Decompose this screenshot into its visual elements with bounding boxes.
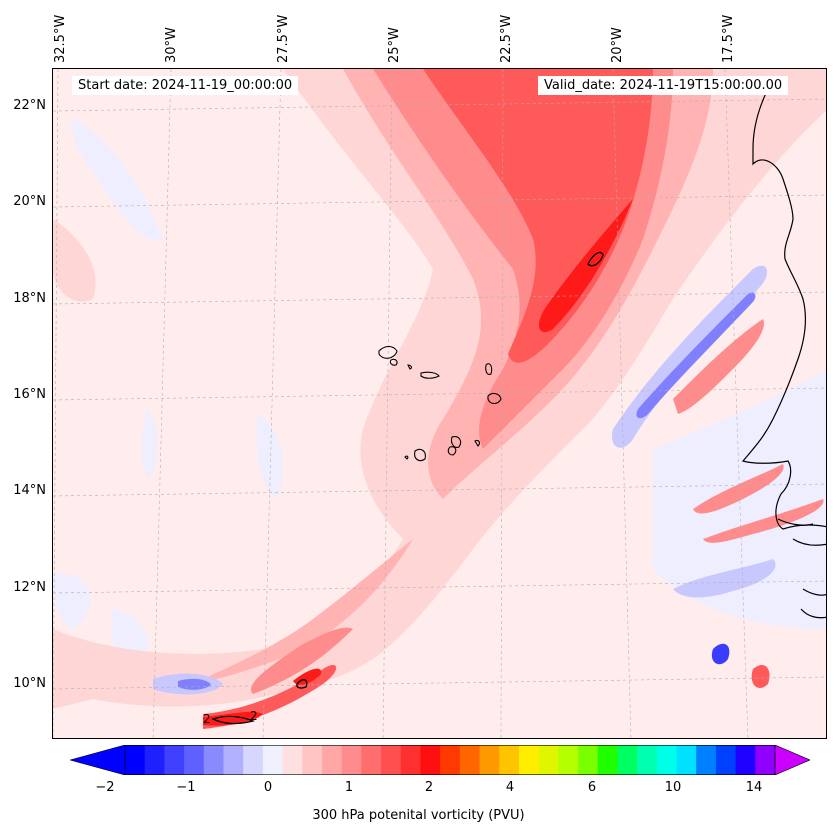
lat-label: 10°N — [13, 676, 46, 691]
cb-tick-label: 14 — [745, 780, 763, 795]
cb-tick-label: 6 — [587, 780, 597, 795]
colorbar-segment — [164, 745, 185, 775]
valid-date-label: Valid_date: 2024-11-19T15:00:00.00 — [538, 76, 789, 95]
map-panel[interactable]: 2 2 — [52, 68, 827, 739]
lat-label: 12°N — [13, 580, 46, 595]
colorbar-segment — [637, 745, 658, 775]
lon-label: 32.5°W — [53, 14, 68, 63]
cb-tick-label: 4 — [505, 780, 515, 795]
cb-tick-label: 0 — [263, 780, 273, 795]
african-coastline — [741, 88, 826, 530]
contour-label: 2 — [203, 712, 211, 726]
pv-field-map — [53, 69, 826, 738]
cb-tick-label: 1 — [344, 780, 354, 795]
lat-label: 20°N — [13, 194, 46, 209]
pv-band-west — [53, 219, 96, 302]
colorbar-segment — [302, 745, 323, 775]
colorbar-segment — [223, 745, 244, 775]
colorbar-extend-max — [774, 744, 811, 776]
lat-label: 14°N — [13, 483, 46, 498]
colorbar-extend-min — [68, 744, 126, 776]
colorbar-border — [124, 745, 776, 775]
lon-label: 20°W — [610, 27, 625, 63]
lon-label: 22.5°W — [499, 14, 514, 63]
coast-guinea — [800, 588, 826, 619]
colorbar-segment — [184, 745, 205, 775]
lat-label: 18°N — [13, 291, 46, 306]
lon-label: 25°W — [387, 27, 402, 63]
colorbar-segment — [735, 745, 756, 775]
cape-verde-islands — [378, 345, 502, 462]
colorbar-segment — [558, 745, 579, 775]
lon-label: 30°W — [164, 27, 179, 63]
colorbar-segment — [203, 745, 224, 775]
colorbar-label: 300 hPa potenital vorticity (PVU) — [312, 808, 525, 823]
colorbar-segment — [755, 745, 776, 775]
colorbar-segment — [499, 745, 520, 775]
graticule — [53, 69, 826, 738]
colorbar-segment — [459, 745, 481, 775]
colorbar-segment — [676, 745, 697, 775]
contour-label: 2 — [250, 709, 258, 723]
colorbar — [68, 744, 811, 776]
colorbar-segment — [617, 745, 638, 775]
colorbar-segment — [518, 745, 540, 775]
colorbar-segment — [578, 745, 599, 775]
start-date-label: Start date: 2024-11-19_00:00:00 — [72, 76, 299, 95]
lon-label: 17.5°W — [721, 14, 736, 63]
cb-tick-label: 2 — [424, 780, 434, 795]
colorbar-segment — [321, 745, 343, 775]
colorbar-segment — [538, 745, 559, 775]
colorbar-segment — [125, 745, 146, 775]
colorbar-segment — [243, 745, 264, 775]
lat-label: 22°N — [13, 98, 46, 113]
colorbar-swatches — [68, 744, 811, 776]
colorbar-segment — [597, 745, 618, 775]
colorbar-segment — [420, 745, 441, 775]
colorbar-segment — [262, 745, 284, 775]
colorbar-segment — [440, 745, 461, 775]
colorbar-segment — [381, 745, 402, 775]
colorbar-segment — [341, 745, 362, 775]
colorbar-segment — [715, 745, 737, 775]
colorbar-segment — [656, 745, 678, 775]
coast-gambia — [777, 518, 826, 546]
pv-2-contours — [211, 251, 604, 725]
cb-tick-label: 10 — [664, 780, 682, 795]
cb-tick-label: −1 — [176, 780, 196, 795]
colorbar-segment — [696, 745, 717, 775]
colorbar-segment — [479, 745, 500, 775]
pv-core-red — [423, 69, 653, 363]
positive-pv-eddies-east — [673, 319, 824, 689]
colorbar-segment — [282, 745, 303, 775]
negative-pv-patches-west — [53, 119, 283, 669]
colorbar-segment — [400, 745, 421, 775]
colorbar-segment — [361, 745, 382, 775]
lat-label: 16°N — [13, 387, 46, 402]
colorbar-segment — [144, 745, 165, 775]
pv-core-deep-red — [538, 199, 633, 333]
cb-tick-label: −2 — [95, 780, 115, 795]
lon-label: 27.5°W — [276, 14, 291, 63]
